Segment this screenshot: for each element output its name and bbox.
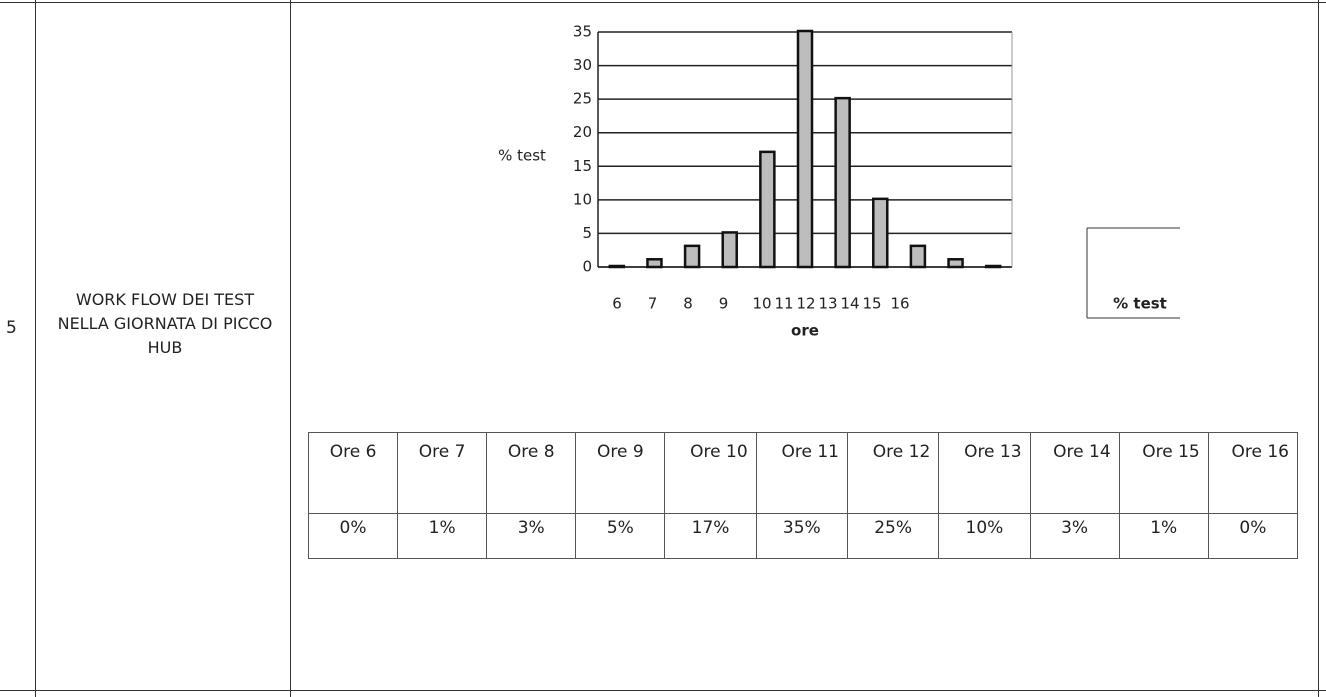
x-tick-label: 13 [818,295,837,313]
rule [0,2,1326,3]
header-cell: Ore 6 [307,432,399,514]
table-row: 0% 1% 3% 5% 17% 35% 25% 10% 3% 1% 0% [307,513,1299,559]
bar [721,231,738,269]
bar [872,197,889,269]
value-cell: 25% [846,513,940,559]
y-tick-label: 20 [573,123,592,141]
value-cell: 0% [307,513,399,559]
bar [947,258,964,269]
bar [608,264,626,269]
bar [909,244,927,269]
bar [834,96,851,269]
x-tick-label: 14 [840,295,859,313]
y-tick-label: 30 [573,56,592,74]
y-tick-label: 35 [573,23,592,41]
header-cell: Ore 13 [938,432,1031,514]
value-cell: 5% [575,513,666,559]
y-tick-label: 15 [573,157,592,175]
value-cell: 10% [938,513,1031,559]
x-tick-label: 7 [648,295,658,313]
rule [290,0,291,697]
row-label: WORK FLOW DEI TEST NELLA GIORNATA DI PIC… [57,290,273,357]
x-tick-label: 15 [862,295,881,313]
x-tick-label: 6 [612,295,622,313]
rule [35,0,36,697]
x-tick-label: 10 [752,295,771,313]
bar [759,150,776,269]
bar [683,244,701,269]
rule [1318,0,1319,697]
x-axis-label: ore [791,322,819,340]
y-tick-label: 10 [573,190,592,208]
bar [646,258,663,269]
value-cell: 0% [1207,513,1299,559]
value-cell: 17% [664,513,757,559]
header-cell: Ore 9 [575,432,666,514]
value-cell: 1% [1118,513,1209,559]
value-cell: 3% [1029,513,1120,559]
y-tick-label: 0 [582,258,592,276]
header-cell: Ore 16 [1207,432,1299,514]
value-cell: 1% [397,513,488,559]
header-cell: Ore 11 [755,432,848,514]
header-cell: Ore 8 [486,432,577,514]
x-tick-label: 16 [890,295,909,313]
header-cell: Ore 14 [1029,432,1120,514]
table-row: Ore 6 Ore 7 Ore 8 Ore 9 Ore 10 Ore 11 Ore 12 Or… [307,432,1299,514]
header-cell: Ore 7 [397,432,488,514]
value-cell: 35% [755,513,848,559]
bar [796,29,814,269]
x-tick-label: 11 [774,295,793,313]
y-tick-label: 5 [582,224,592,242]
row-number: 5 [6,318,17,338]
header-cell: Ore 12 [846,432,940,514]
header-cell: Ore 15 [1118,432,1209,514]
value-cell: 3% [486,513,577,559]
bar [984,264,1002,269]
rule [0,690,1326,691]
x-tick-label: 8 [683,295,693,313]
x-tick-label: 12 [796,295,815,313]
legend-entry: % test [1113,295,1167,313]
x-tick-label: 9 [719,295,729,313]
y-axis-label: % test [498,147,546,165]
header-cell: Ore 10 [664,432,757,514]
y-tick-label: 25 [573,90,592,108]
data-table: Ore 6 Ore 7 Ore 8 Ore 9 Ore 10 Ore 11 Ore 12 Or… [307,432,1299,559]
